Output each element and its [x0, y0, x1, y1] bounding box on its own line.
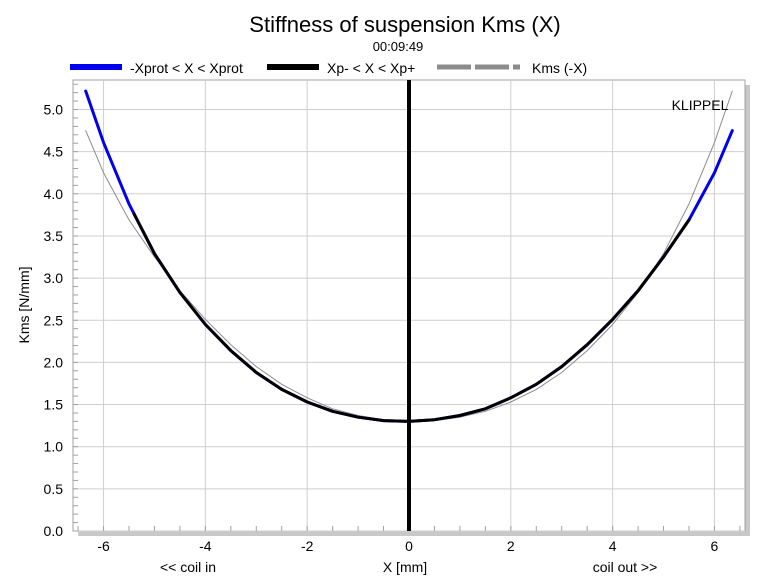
y-tick-label: 0.0	[44, 523, 64, 539]
x-tick-label: 2	[507, 538, 515, 554]
y-tick-labels: 0.0 0.5 1.0 1.5 2.0 2.5 3.0 3.5 4.0 4.5 5.0	[44, 102, 64, 539]
legend-label-xp: Xp- < X < Xp+	[327, 60, 415, 76]
legend-swatch-xp	[267, 64, 319, 70]
watermark-klippel: KLIPPEL	[672, 97, 729, 113]
x-tick-label: -2	[301, 538, 314, 554]
series-marks	[84, 80, 734, 531]
legend: -Xprot < X < Xprot Xp- < X < Xp+ Kms (-X…	[70, 60, 587, 76]
x-tick-label: -6	[97, 538, 110, 554]
legend-swatch-xprot	[70, 64, 122, 70]
legend-label-xprot: -Xprot < X < Xprot	[130, 60, 243, 76]
y-tick-label: 1.5	[44, 397, 64, 413]
x-tick-label: -4	[199, 538, 212, 554]
x-tick-labels: -6 -4 -2 0 2 4 6	[97, 538, 718, 554]
x-axis-label-left: << coil in	[160, 559, 216, 575]
x-tick-label: 4	[609, 538, 617, 554]
x-axis-label: X [mm]	[383, 559, 427, 575]
x-axis-label-right: coil out >>	[593, 559, 658, 575]
y-axis-label: Kms [N/mm]	[16, 267, 32, 344]
x-tick-label: 0	[405, 538, 413, 554]
legend-label-kms-neg: Kms (-X)	[532, 60, 587, 76]
y-tick-label: 4.0	[44, 186, 64, 202]
y-tick-label: 3.0	[44, 270, 64, 286]
y-tick-label: 2.0	[44, 354, 64, 370]
y-tick-label: 4.5	[44, 144, 64, 160]
x-tick-label: 6	[711, 538, 719, 554]
chart-timestamp: 00:09:49	[373, 39, 424, 54]
y-tick-label: 2.5	[44, 312, 64, 328]
y-tick-label: 1.0	[44, 439, 64, 455]
minor-ticks	[73, 83, 741, 532]
y-tick-label: 5.0	[44, 102, 64, 118]
y-tick-label: 0.5	[44, 481, 64, 497]
y-tick-label: 3.5	[44, 228, 64, 244]
chart-title: Stiffness of suspension Kms (X)	[249, 12, 560, 37]
